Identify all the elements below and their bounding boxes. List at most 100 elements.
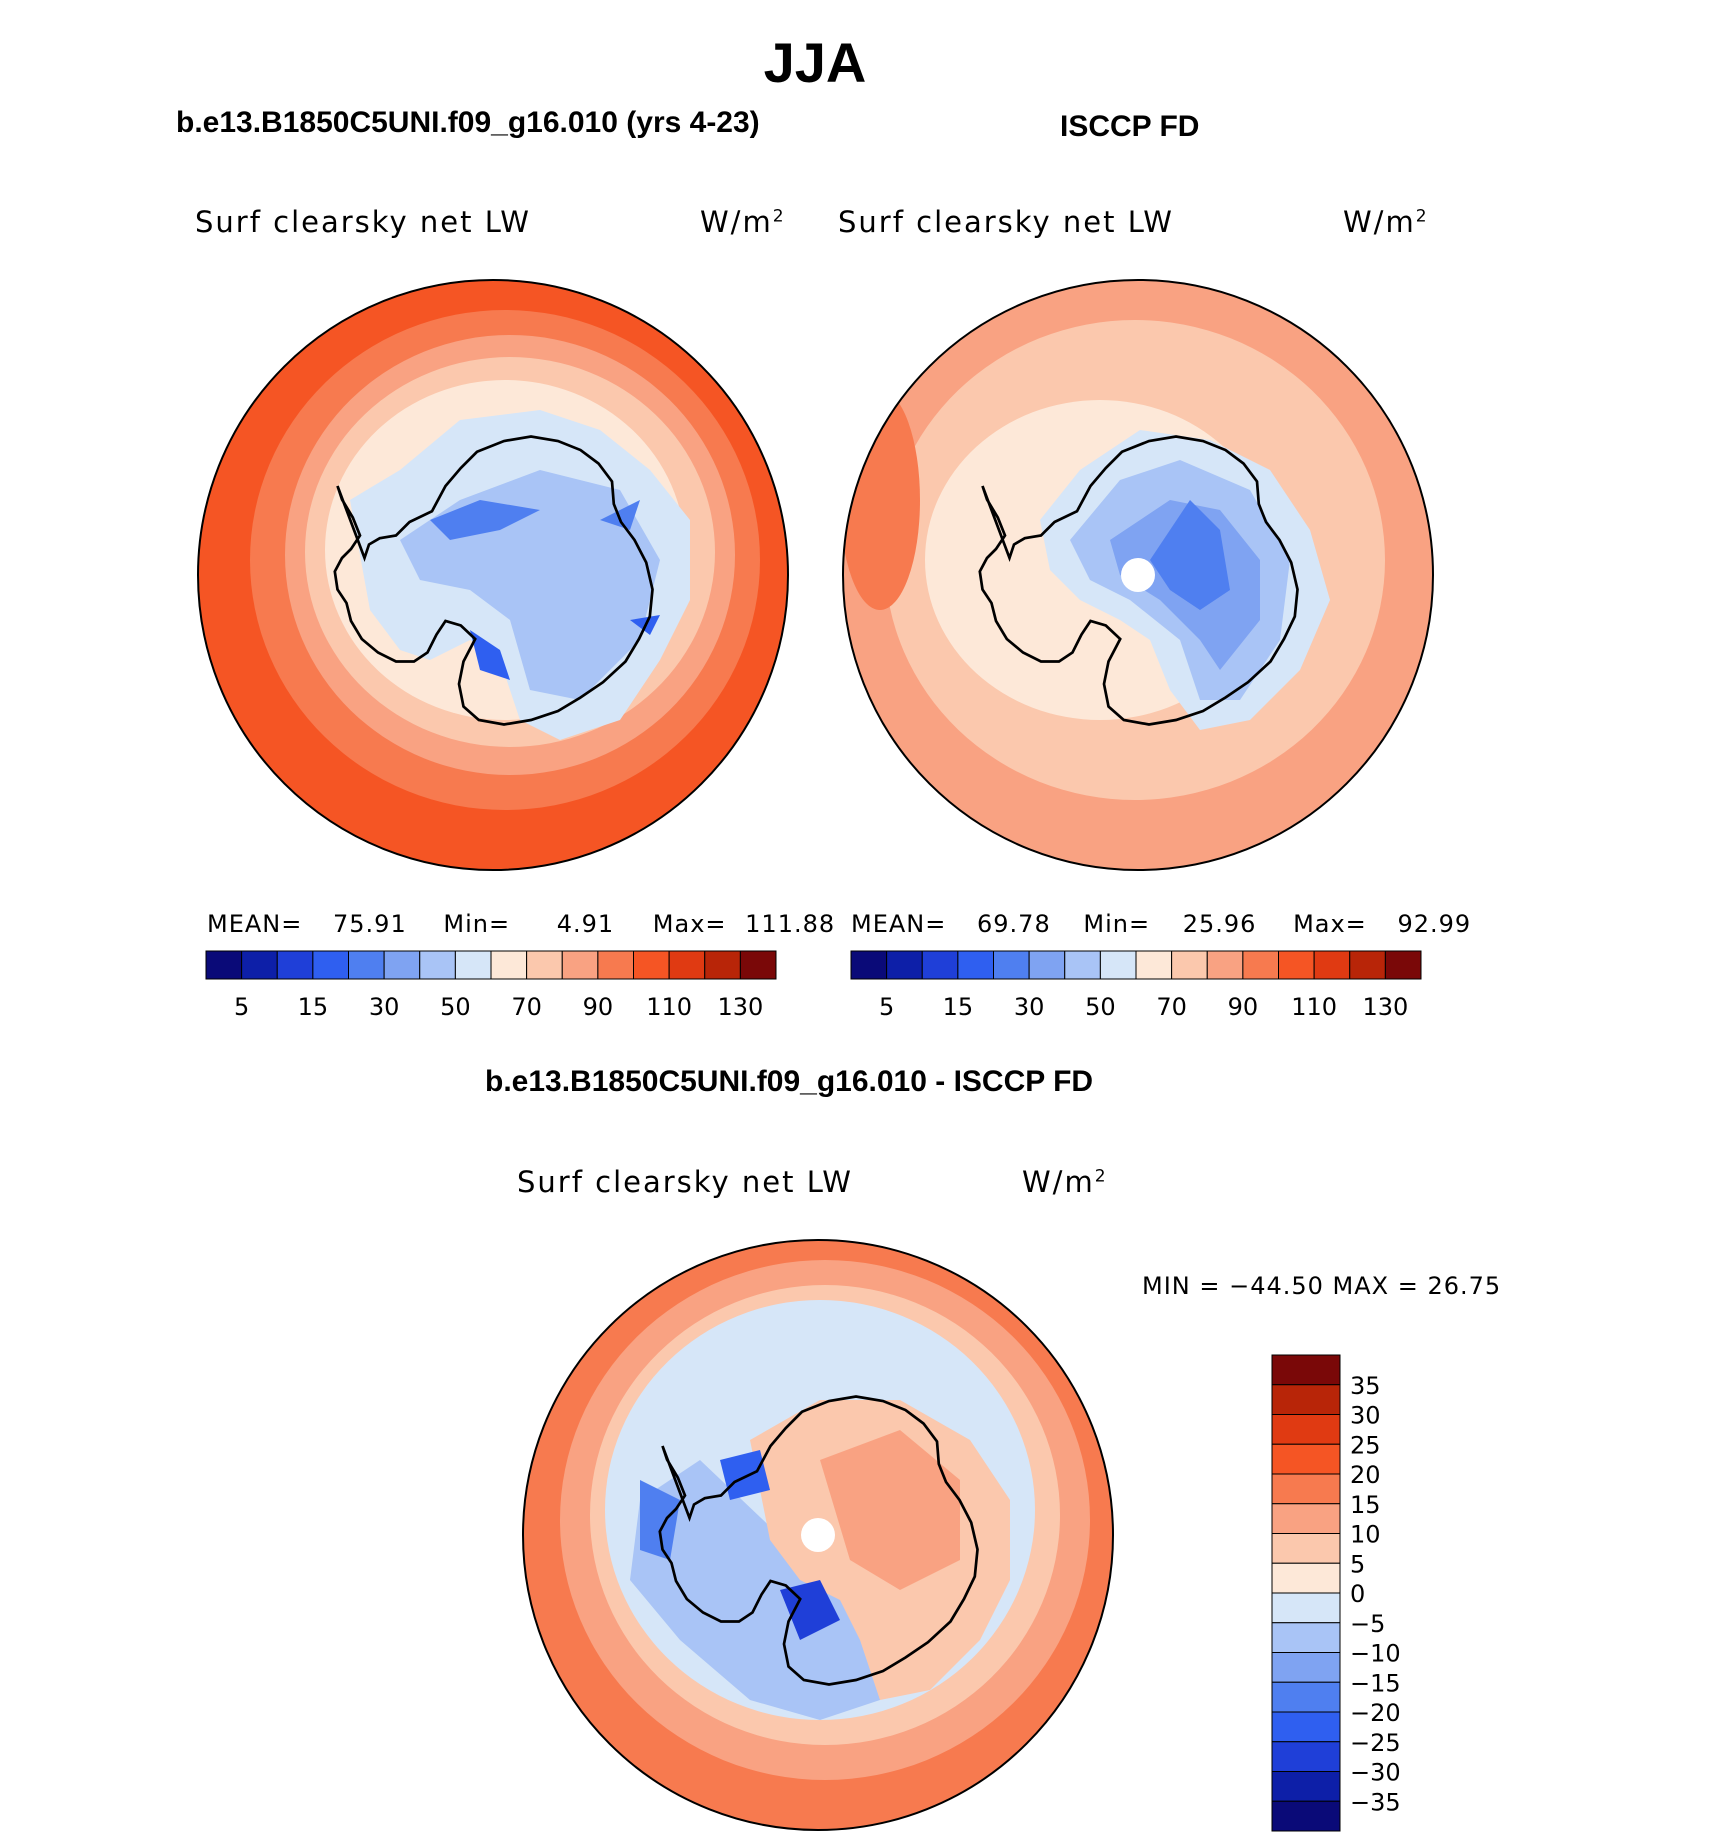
colorbar-swatch [241,950,278,980]
panel-obs-variable: Surf clearsky net LW [838,205,1174,239]
colorbar-tick-label: −20 [1350,1699,1401,1727]
colorbar-tick-label: 15 [298,993,329,1021]
colorbar-tick-label: 70 [511,993,542,1021]
colorbar-tick-label: −25 [1350,1729,1401,1757]
colorbar-swatch [633,950,670,980]
mean-label: MEAN= [851,910,947,938]
colorbar-swatch [1271,1562,1341,1594]
colorbar-tick-label: 35 [1350,1372,1381,1400]
map-diff [523,1240,1113,1830]
colorbar-swatch [739,950,777,980]
colorbar-swatch [1135,950,1173,980]
colorbar-swatch [490,950,528,980]
colorbar-swatch [1271,1384,1341,1415]
colorbar-swatch [1278,950,1315,980]
colorbar-swatch [312,950,349,980]
colorbar-swatch [1271,1622,1341,1653]
colorbar-swatch [419,950,456,980]
panel-model-header: b.e13.B1850C5UNI.f09_g16.010 (yrs 4-23) [176,106,760,139]
colorbar-tick-label: −10 [1350,1640,1401,1668]
colorbar-tick-label: 90 [583,993,614,1021]
map-model [198,280,788,870]
colorbar-tick-label: 10 [1350,1521,1381,1549]
colorbar-tick-label: 50 [1085,993,1116,1021]
colorbar-swatch [526,950,563,980]
colorbar-swatch [1349,950,1386,980]
panel-diff-variable: Surf clearsky net LW [517,1165,853,1199]
max-value: 111.88 [745,910,836,938]
colorbar-swatch [1099,950,1137,980]
colorbar-swatch [1271,1652,1341,1683]
map-model-border [197,279,789,871]
colorbar-swatch [1171,950,1208,980]
colorbar-swatch [993,950,1030,980]
colorbar-tick-label: 5 [879,993,894,1021]
colorbar-swatch [561,950,599,980]
colorbar-tick-label: 110 [1291,993,1337,1021]
panel-model-units: W/m2 [700,205,786,239]
colorbar-swatch [1271,1473,1341,1505]
colorbar-tick-label: −5 [1350,1610,1385,1638]
colorbar-swatch [1242,950,1279,980]
main-title: JJA [763,31,867,94]
colorbar-swatch [1271,1354,1341,1386]
units-text: W/m [1022,1165,1095,1199]
panel-obs-header: ISCCP FD [1060,110,1200,143]
colorbar-tick-label: −15 [1350,1669,1401,1697]
min-value: 4.91 [556,910,615,938]
units-text: W/m [1343,205,1416,239]
max-value: 92.99 [1397,910,1472,938]
colorbar-swatch [1384,950,1422,980]
stats-diff: MIN = −44.50 MAX = 26.75 [1142,1272,1502,1300]
colorbar-swatch [1271,1741,1341,1772]
colorbar-swatch [1271,1592,1341,1624]
colorbar-tick-label: 5 [1350,1550,1365,1578]
colorbar-tick-label: 130 [717,993,763,1021]
colorbar-swatch [850,950,888,980]
colorbar-tick-label: 110 [646,993,692,1021]
colorbar-swatch [1271,1443,1341,1475]
colorbar-tick-label: 30 [1350,1402,1381,1430]
units-superscript: 2 [1415,206,1429,227]
colorbar-tick-label: −30 [1350,1759,1401,1787]
colorbar-tick-label: 20 [1350,1461,1381,1489]
panel-obs-units: W/m2 [1343,205,1429,239]
colorbar-swatch [1313,950,1351,980]
colorbar-swatch [1271,1800,1341,1832]
colorbar-tick-label: 70 [1156,993,1187,1021]
colorbar-tick-label: 15 [943,993,974,1021]
colorbar-tick-label: 30 [1014,993,1045,1021]
colorbar-tick-label: 130 [1362,993,1408,1021]
map-obs-border [842,279,1434,871]
colorbar-swatch [276,950,314,980]
colorbar-swatch [1028,950,1066,980]
max-label: Max= [1293,910,1367,938]
panel-diff-units: W/m2 [1022,1165,1108,1199]
map-obs [843,280,1433,870]
colorbar-swatch [383,950,421,980]
units-superscript: 2 [772,206,786,227]
colorbar-tick-label: 90 [1228,993,1259,1021]
colorbar-swatch [1064,950,1101,980]
colorbar-obs: 5 15 30 50 70 90 110 130 [850,950,1422,1021]
colorbar-swatch [886,950,923,980]
min-label: Min= [1083,910,1151,938]
mean-value: 69.78 [977,910,1051,938]
colorbar-tick-label: 15 [1350,1491,1381,1519]
min-label: Min= [443,910,511,938]
colorbar-tick-label: 30 [369,993,400,1021]
colorbar-swatch [1206,950,1244,980]
colorbar-swatch [1271,1533,1341,1564]
colorbar-swatch [668,950,706,980]
colorbar-tick-label: 25 [1350,1431,1381,1459]
colorbar-model: 5 15 30 50 70 90 110 130 [205,950,777,1021]
units-text: W/m [700,205,773,239]
colorbar-tick-label: 50 [440,993,471,1021]
units-superscript: 2 [1094,1166,1108,1187]
mean-label: MEAN= [207,910,303,938]
colorbar-swatch [454,950,492,980]
colorbar-swatch [1271,1711,1341,1743]
colorbar-tick-label: −35 [1350,1788,1401,1816]
